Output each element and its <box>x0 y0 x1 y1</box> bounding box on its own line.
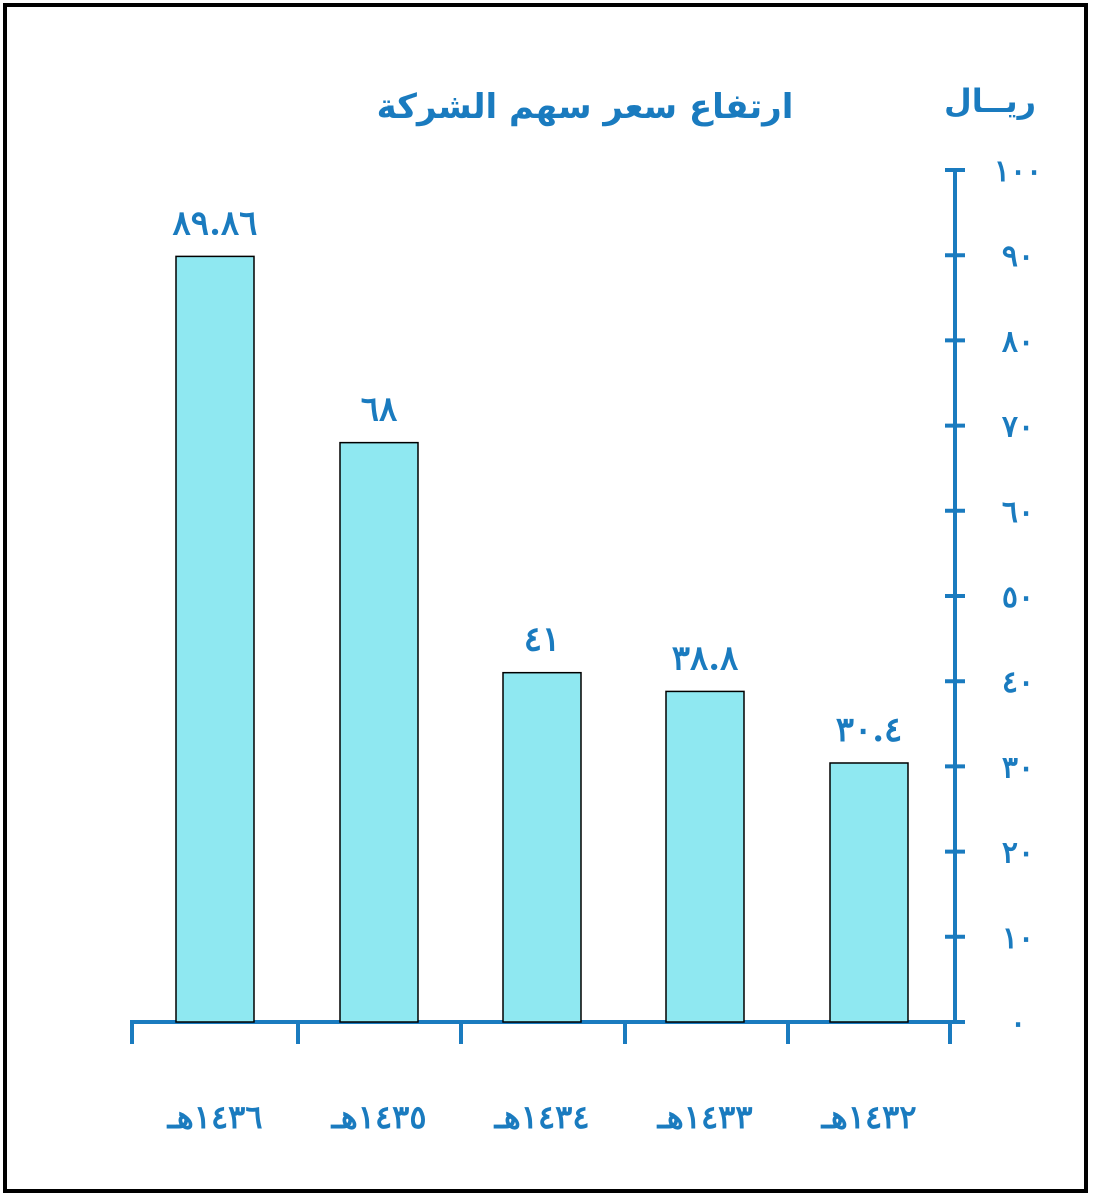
y-tick-label: ٤٠ <box>1002 665 1034 700</box>
x-category-label: ١٤٣٣هـ <box>657 1098 753 1136</box>
bar <box>175 255 255 1023</box>
x-category-label: ١٤٣٢هـ <box>821 1098 917 1136</box>
bar-value-label: ٤١ <box>524 620 561 660</box>
bar <box>829 762 909 1023</box>
bar <box>665 690 745 1023</box>
y-tick-label: ١٠ <box>1002 921 1034 956</box>
bar-layer: ٨٩.٨٦ ١٤٣٦هـ ٦٨ ١٤٣٥هـ ٤١ ١٤٣٤هـ ٣٨.٨ ١٤٣٣هـ ٣٠.… <box>167 203 917 1136</box>
bar-value-label: ٦٨ <box>361 390 398 430</box>
axis-layer: ٠ ١٠ ٢٠ ٣٠ ٤٠ ٥٠ ٦٠ ٧٠ ٨٠ ٩٠ ١٠٠ <box>130 154 1042 1044</box>
y-tick-label: ٩٠ <box>1002 239 1034 274</box>
chart-title: ارتفاع سعر سهم الشركة <box>377 87 794 127</box>
y-tick-label: ٣٠ <box>1002 750 1034 785</box>
bar-value-label: ٣٠.٤ <box>836 710 903 750</box>
y-tick-label: ٧٠ <box>1002 410 1034 445</box>
y-tick-label: ٥٠ <box>1002 580 1034 615</box>
x-category-label: ١٤٣٤هـ <box>494 1098 590 1136</box>
y-tick-label: ٢٠ <box>1002 836 1034 871</box>
bar-value-label: ٨٩.٨٦ <box>173 203 258 243</box>
bar <box>502 671 582 1023</box>
bar <box>339 441 419 1023</box>
y-tick-label: ٦٠ <box>1002 495 1034 530</box>
y-axis-label: ريــال <box>944 82 1036 120</box>
x-category-label: ١٤٣٥هـ <box>331 1098 427 1136</box>
y-tick-label: ٠ <box>1010 1006 1026 1041</box>
y-tick-label: ١٠٠ <box>994 154 1042 189</box>
bar-value-label: ٣٨.٨ <box>672 638 739 678</box>
y-tick-label: ٨٠ <box>1002 324 1034 359</box>
x-category-label: ١٤٣٦هـ <box>167 1098 263 1136</box>
